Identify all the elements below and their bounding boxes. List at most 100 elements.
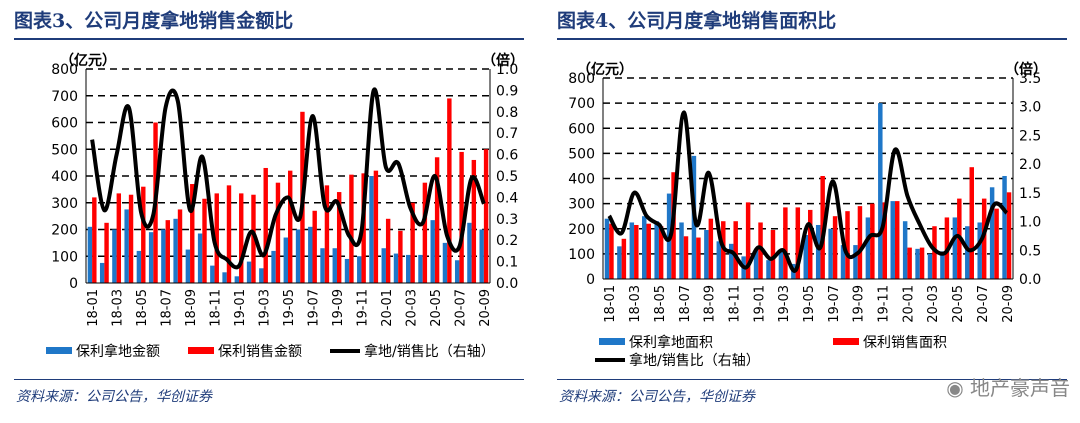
x-tick-label: 20-01 (901, 285, 916, 323)
y-tick-right: 3.5 (1019, 71, 1041, 87)
bar-sales (857, 206, 863, 279)
bar-acquisition (840, 245, 846, 279)
y-tick-left: 300 (51, 196, 78, 212)
bar-acquisition (815, 224, 821, 279)
x-tick-label: 19-07 (827, 285, 842, 323)
watermark-text: 地产豪声音 (970, 376, 1070, 400)
bar-acquisition (878, 103, 883, 279)
x-tick-label: 19-09 (331, 289, 346, 327)
bar-sales (288, 170, 293, 283)
y-tick-left: 600 (568, 121, 595, 137)
bar-acquisition (430, 220, 435, 283)
source-rule-1 (14, 379, 524, 380)
bar-acquisition (753, 250, 759, 279)
bar-sales (202, 198, 207, 283)
bar-sales (483, 149, 489, 283)
bar-acquisition (704, 230, 709, 279)
x-tick-label: 20-03 (926, 285, 941, 323)
bar-sales (471, 159, 477, 283)
bar-acquisition (604, 218, 610, 279)
bar-sales (422, 182, 428, 283)
bar-acquisition (406, 254, 411, 283)
bar-acquisition (853, 245, 858, 279)
bar-acquisition (679, 222, 684, 279)
bar-acquisition (271, 250, 276, 283)
bar-sales (621, 238, 627, 279)
bar-sales (336, 192, 342, 283)
bar-acquisition (381, 248, 386, 283)
bar-acquisition (865, 217, 871, 279)
bar-sales (783, 207, 788, 279)
x-tick-label: 19-01 (233, 289, 248, 327)
bar-acquisition (136, 250, 142, 283)
bar-acquisition (803, 235, 808, 279)
bar-sales (116, 193, 122, 283)
bar-acquisition (454, 260, 460, 283)
y-tick-right: 1.5 (1019, 186, 1041, 202)
x-tick-label: 18-01 (603, 285, 618, 323)
y-tick-right: 0.1 (496, 255, 518, 271)
y-tick-left: 200 (51, 223, 78, 239)
bar-sales (410, 202, 415, 283)
y-tick-left: 400 (51, 169, 78, 185)
bar-acquisition (344, 258, 350, 283)
bar-acquisition (393, 253, 399, 283)
bar-acquisition (99, 262, 105, 283)
bar-acquisition (222, 272, 227, 283)
bar-sales (919, 247, 925, 279)
y-tick-right: 0.0 (1019, 272, 1041, 288)
y-tick-left: 600 (51, 116, 78, 132)
y-tick-right: 1.0 (496, 62, 518, 78)
bar-sales (907, 247, 912, 279)
chart-1: 0 100 200 300 400 500 600 700 800 0.0 0.1 0.2 0.3 0.4… (46, 52, 524, 360)
bar-sales (459, 151, 464, 283)
y-tick-right: 0.4 (496, 190, 518, 206)
bar-sales (275, 182, 281, 283)
watermark: ◉ 地产豪声音 (946, 372, 1070, 401)
y-tick-right: 0.0 (496, 276, 518, 292)
bar-sales (770, 230, 776, 279)
x-tick-label: 18-09 (184, 289, 199, 327)
x-tick-label: 19-11 (877, 285, 892, 323)
bar-sales (104, 222, 109, 283)
bar-acquisition (977, 222, 982, 279)
bar-sales (226, 185, 232, 283)
bar-sales (894, 201, 900, 279)
legend-swatch (188, 347, 214, 354)
x-tick-label: 18-05 (653, 285, 668, 323)
bar-sales (870, 203, 875, 279)
y-tick-right: 2.5 (1019, 128, 1041, 144)
bar-acquisition (479, 229, 484, 283)
x-tick-label: 18-05 (135, 289, 150, 327)
bar-sales (646, 223, 651, 279)
bar-acquisition (442, 242, 448, 283)
bar-sales (373, 170, 379, 283)
bar-acquisition (357, 256, 362, 283)
bar-sales (758, 222, 763, 279)
ratio-line (90, 87, 486, 270)
legend-label: 拿地/销售比（右轴） (364, 343, 495, 360)
bar-acquisition (467, 222, 472, 283)
bar-acquisition (308, 226, 313, 283)
x-tick-label: 20-09 (1001, 285, 1016, 323)
bar-sales (994, 208, 999, 279)
chart-panel-2: 图表4、公司月度拿地销售面积比 0 100 200 300 400 500 600 700 80… (543, 0, 1080, 423)
bar-sales (349, 174, 354, 283)
source-rule-2 (557, 379, 1067, 380)
bar-acquisition (902, 221, 908, 279)
bar-acquisition (197, 233, 203, 283)
bar-sales (981, 198, 987, 279)
bar-sales (398, 230, 403, 283)
bar-acquisition (259, 268, 264, 283)
legend-swatch (599, 338, 625, 345)
bar-acquisition (124, 209, 129, 283)
bar-acquisition (369, 176, 374, 283)
bar-acquisition (234, 276, 240, 283)
bar-sales (609, 223, 614, 279)
y-tick-right: 0.2 (496, 233, 518, 249)
ratio-line (607, 110, 1009, 273)
bar-sales (92, 197, 97, 283)
x-tick-label: 19-11 (355, 289, 370, 327)
bar-acquisition (161, 229, 166, 283)
y-tick-left: 200 (568, 222, 595, 238)
